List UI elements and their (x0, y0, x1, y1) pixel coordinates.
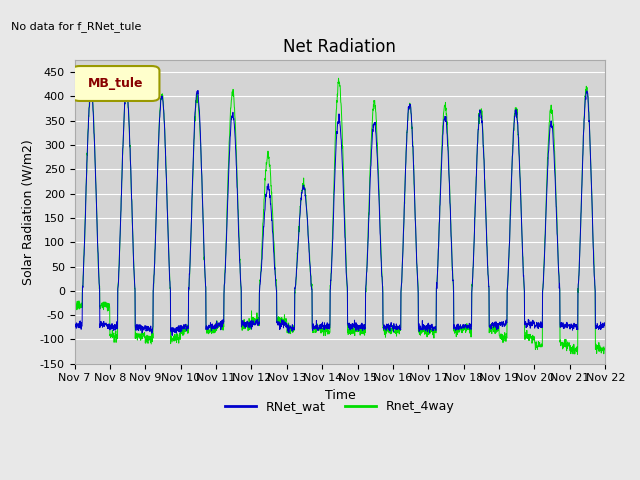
Text: MB_tule: MB_tule (88, 76, 143, 90)
FancyBboxPatch shape (72, 66, 159, 101)
Y-axis label: Solar Radiation (W/m2): Solar Radiation (W/m2) (21, 139, 35, 285)
Legend: RNet_wat, Rnet_4way: RNet_wat, Rnet_4way (220, 395, 460, 418)
Title: Net Radiation: Net Radiation (284, 37, 396, 56)
Text: No data for f_RNet_tule: No data for f_RNet_tule (11, 22, 141, 33)
X-axis label: Time: Time (324, 389, 355, 402)
